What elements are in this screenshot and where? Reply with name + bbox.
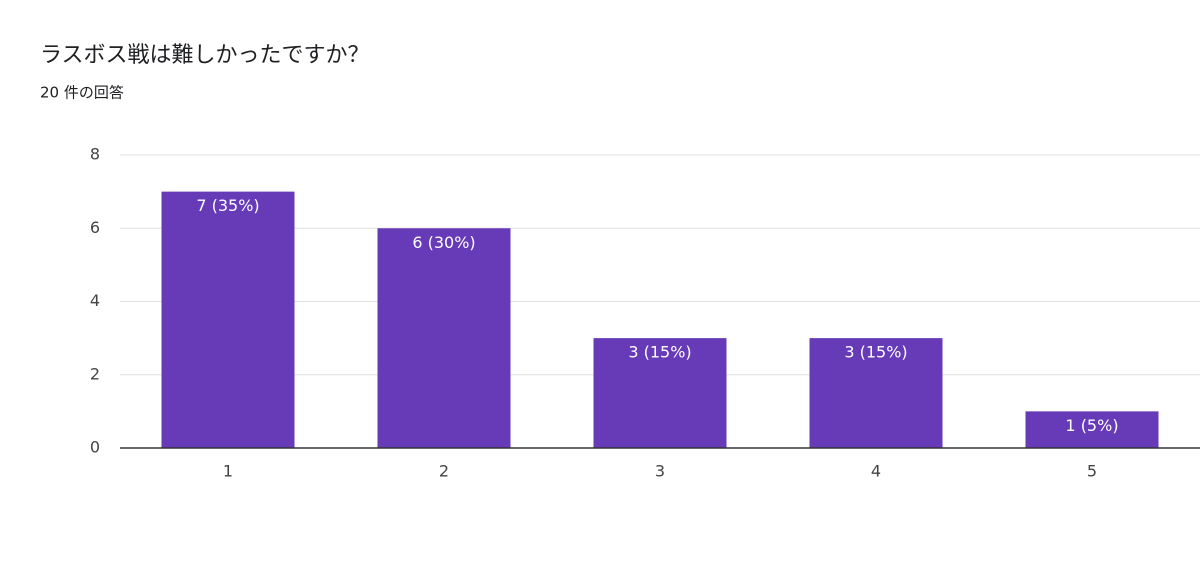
bar (809, 338, 943, 448)
bar (593, 338, 727, 448)
y-tick-label: 6 (90, 218, 100, 237)
bar (1025, 411, 1159, 448)
data-label: 7 (35%) (196, 196, 259, 215)
x-tick-label: 1 (223, 462, 233, 481)
y-tick-label: 8 (90, 145, 100, 164)
x-tick-label: 5 (1087, 462, 1097, 481)
x-tick-label: 4 (871, 462, 881, 481)
y-tick-label: 2 (90, 364, 100, 383)
data-label: 6 (30%) (412, 233, 475, 252)
chart-title: ラスボス戦は難しかったですか？ (40, 43, 370, 68)
x-tick-label: 2 (439, 462, 449, 481)
x-tick-label: 3 (655, 462, 665, 481)
data-label: 3 (15%) (628, 343, 691, 362)
bar (377, 228, 511, 448)
chart-subtitle: 20 件の回答 (40, 84, 124, 102)
bar (161, 191, 295, 448)
y-tick-label: 4 (90, 291, 100, 310)
data-label: 3 (15%) (844, 343, 907, 362)
data-label: 1 (5%) (1065, 416, 1118, 435)
y-tick-label: 0 (90, 438, 100, 457)
